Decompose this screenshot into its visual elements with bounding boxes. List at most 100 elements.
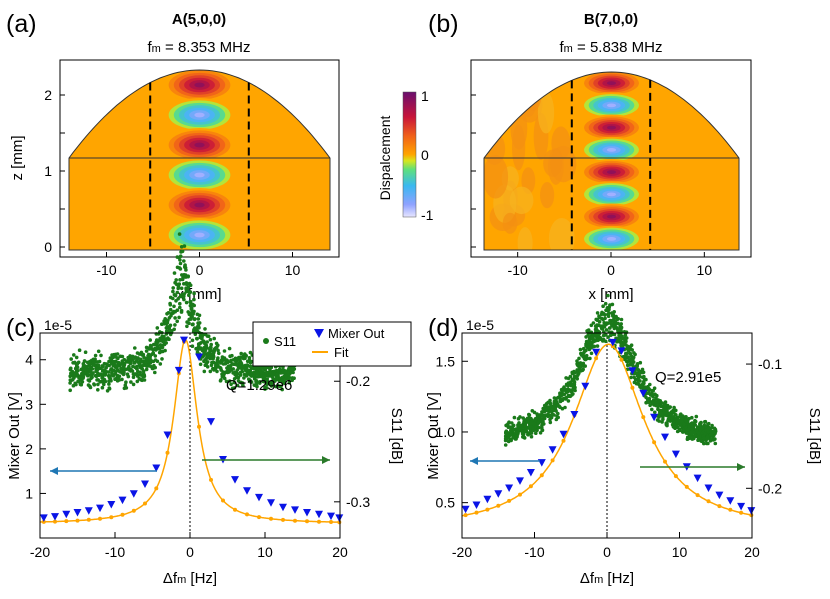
s11-point <box>96 363 101 368</box>
panel-d-ylabel-right: S11 [dB] <box>806 408 823 464</box>
mixer-out-point <box>39 514 48 522</box>
s11-point <box>591 339 595 344</box>
panel-d: (d) 1e-5 -20 -10 0 10 20 0.5 1.0 1.5 -0.1 -0.2 Q=… <box>425 293 823 587</box>
mixer-out-point <box>195 353 203 361</box>
panel-b: (b) B(7,0,0) fm = 5.838 MHz -10 0 10 x [mm… <box>428 10 752 303</box>
s11-point <box>151 351 155 356</box>
panel-d-axes: -20 -10 0 10 20 0.5 1.0 1.5 -0.1 -0.2 <box>436 353 783 560</box>
s11-point <box>179 245 184 249</box>
s11-point <box>531 427 535 431</box>
mixer-out-point <box>73 509 82 517</box>
fit-point <box>269 516 273 521</box>
s11-point <box>699 420 703 425</box>
s11-point <box>162 336 166 340</box>
s11-point <box>197 313 202 318</box>
heatmap-ripple <box>540 182 555 209</box>
s11-point <box>179 308 184 313</box>
s11-point <box>206 334 211 339</box>
s11-point <box>571 392 575 396</box>
right-arrow-head <box>322 456 330 464</box>
s11-point <box>180 273 184 277</box>
s11-point <box>126 367 131 371</box>
s11-point <box>263 367 268 372</box>
s11-point <box>208 356 213 360</box>
s11-point <box>209 346 213 350</box>
s11-point <box>690 415 694 420</box>
s11-point <box>632 380 637 385</box>
s11-point <box>129 356 134 360</box>
s11-point <box>121 372 126 377</box>
s11-point <box>78 382 83 387</box>
s11-point <box>120 377 124 382</box>
s11-point <box>186 274 190 279</box>
s11-point <box>191 312 195 316</box>
s11-point <box>208 369 213 374</box>
s11-point <box>236 379 241 383</box>
s11-point <box>171 289 175 294</box>
s11-point <box>687 416 691 421</box>
s11-point <box>85 368 90 372</box>
s11-point <box>569 388 573 392</box>
s11-point <box>249 374 254 378</box>
s11-point <box>248 350 253 355</box>
s11-point <box>674 413 678 417</box>
s11-point <box>516 424 520 429</box>
s11-point <box>287 377 291 381</box>
s11-point <box>168 303 173 307</box>
s11-point <box>528 431 532 436</box>
s11-point <box>704 425 708 429</box>
s11-point <box>174 278 178 282</box>
s11-point <box>681 428 686 433</box>
panel-b-resonator-outline <box>483 71 740 251</box>
s11-point <box>588 343 592 347</box>
s11-point <box>174 282 179 287</box>
mixer-out-point <box>559 430 568 439</box>
s11-point <box>548 420 553 425</box>
s11-point <box>113 377 117 382</box>
s11-point <box>650 401 655 406</box>
x-tick-label: -10 <box>96 262 116 278</box>
fit-point <box>120 512 125 517</box>
heatmap-lobe-negative <box>606 148 617 152</box>
s11-point <box>107 382 111 386</box>
s11-point <box>164 329 169 334</box>
s11-point <box>678 414 682 418</box>
s11-point <box>96 349 101 354</box>
s11-point <box>100 376 104 380</box>
s11-point <box>221 371 225 376</box>
fit-point <box>209 477 213 482</box>
mixer-out-point <box>505 484 514 492</box>
s11-point <box>124 367 128 372</box>
s11-point <box>178 301 182 306</box>
s11-point <box>185 324 189 329</box>
s11-point <box>172 271 177 275</box>
s11-point <box>188 299 192 304</box>
mixer-out-point <box>243 487 251 495</box>
s11-point <box>562 396 566 401</box>
s11-point <box>91 363 96 367</box>
mixer-out-point <box>526 469 535 477</box>
heatmap-lobe-positive <box>606 125 617 130</box>
s11-point <box>529 434 534 439</box>
s11-point <box>262 374 267 378</box>
s11-point <box>657 419 661 423</box>
s11-point <box>575 363 580 367</box>
s11-point <box>114 364 119 368</box>
s11-point <box>591 321 596 325</box>
x-tick-label: -10 <box>524 544 544 560</box>
s11-point <box>144 349 149 353</box>
s11-point <box>558 393 563 398</box>
s11-point <box>662 404 666 408</box>
s11-point <box>182 259 186 263</box>
s11-point <box>188 303 193 308</box>
s11-point <box>269 384 274 388</box>
s11-point <box>630 348 634 352</box>
panel-c-multiplier: 1e-5 <box>44 317 72 333</box>
mixer-out-point <box>592 348 601 357</box>
s11-point <box>675 429 680 434</box>
s11-point <box>123 383 128 388</box>
legend-fit-label: Fit <box>334 345 349 360</box>
fit-point <box>305 519 309 524</box>
s11-point <box>602 325 607 329</box>
s11-point <box>247 356 252 360</box>
